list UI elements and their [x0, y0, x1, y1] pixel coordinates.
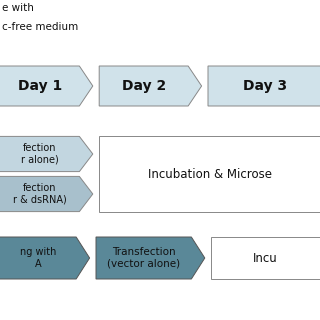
Text: c-free medium: c-free medium	[2, 22, 78, 32]
Polygon shape	[208, 66, 320, 106]
Text: Transfection
(vector alone): Transfection (vector alone)	[107, 247, 180, 269]
Polygon shape	[0, 136, 93, 172]
Text: fection
r & dsRNA): fection r & dsRNA)	[13, 183, 67, 205]
Bar	[99, 136, 320, 212]
Polygon shape	[0, 176, 93, 212]
Text: Day 2: Day 2	[122, 79, 166, 93]
Text: e with: e with	[2, 3, 34, 13]
Text: Incubation & Microse: Incubation & Microse	[148, 167, 272, 180]
Polygon shape	[0, 237, 90, 279]
Polygon shape	[96, 237, 205, 279]
Polygon shape	[0, 66, 93, 106]
Text: Day 1: Day 1	[18, 79, 62, 93]
Text: fection
r alone): fection r alone)	[21, 143, 59, 165]
Text: ng with
A: ng with A	[20, 247, 56, 269]
Text: Incu: Incu	[253, 252, 278, 265]
Bar	[211, 237, 320, 279]
Polygon shape	[99, 66, 202, 106]
Text: Day 3: Day 3	[243, 79, 287, 93]
